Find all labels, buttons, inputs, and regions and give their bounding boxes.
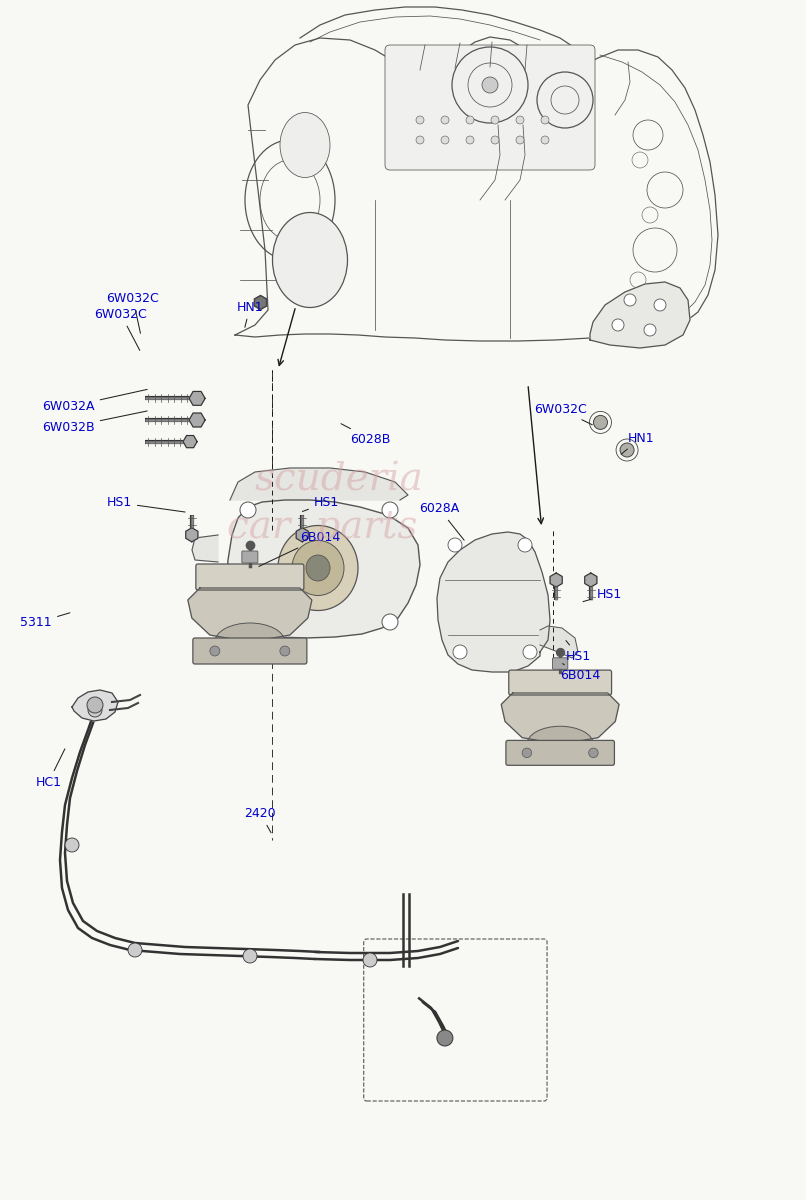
Polygon shape xyxy=(230,468,408,500)
Text: HN1: HN1 xyxy=(236,301,264,328)
Ellipse shape xyxy=(280,113,330,178)
Circle shape xyxy=(541,116,549,124)
Ellipse shape xyxy=(272,212,347,307)
Polygon shape xyxy=(189,391,205,406)
Text: 6W032C: 6W032C xyxy=(106,293,160,334)
Text: HS1: HS1 xyxy=(566,641,592,662)
Circle shape xyxy=(210,646,220,656)
Circle shape xyxy=(620,443,634,457)
Circle shape xyxy=(624,294,636,306)
Circle shape xyxy=(65,838,79,852)
FancyBboxPatch shape xyxy=(385,44,595,170)
Polygon shape xyxy=(584,572,597,587)
Circle shape xyxy=(448,538,462,552)
Text: 6028B: 6028B xyxy=(341,424,391,445)
Circle shape xyxy=(88,703,102,716)
Text: HS1: HS1 xyxy=(302,497,339,511)
Text: 6028A: 6028A xyxy=(419,503,464,540)
Circle shape xyxy=(441,116,449,124)
Polygon shape xyxy=(540,626,578,658)
Circle shape xyxy=(128,943,142,958)
Polygon shape xyxy=(218,500,420,638)
Polygon shape xyxy=(550,572,563,587)
FancyBboxPatch shape xyxy=(196,564,304,590)
Polygon shape xyxy=(183,436,197,448)
Text: car  parts: car parts xyxy=(227,510,418,546)
Circle shape xyxy=(441,136,449,144)
Circle shape xyxy=(516,136,524,144)
Circle shape xyxy=(518,538,532,552)
Text: HN1: HN1 xyxy=(621,432,654,455)
Ellipse shape xyxy=(278,526,358,611)
Polygon shape xyxy=(590,282,690,348)
Circle shape xyxy=(382,614,398,630)
Circle shape xyxy=(87,697,103,713)
Circle shape xyxy=(466,116,474,124)
Circle shape xyxy=(588,748,598,757)
Circle shape xyxy=(541,136,549,144)
Circle shape xyxy=(416,136,424,144)
Text: 6B014: 6B014 xyxy=(259,532,340,566)
Circle shape xyxy=(466,136,474,144)
Ellipse shape xyxy=(215,623,285,661)
Circle shape xyxy=(491,116,499,124)
Polygon shape xyxy=(437,532,550,672)
Polygon shape xyxy=(188,588,312,642)
Circle shape xyxy=(612,319,624,331)
Polygon shape xyxy=(296,528,309,542)
Polygon shape xyxy=(192,535,218,562)
Circle shape xyxy=(243,949,257,962)
Ellipse shape xyxy=(292,540,344,595)
Circle shape xyxy=(654,299,666,311)
Text: 5311: 5311 xyxy=(20,613,70,629)
Polygon shape xyxy=(185,528,198,542)
Circle shape xyxy=(593,415,608,430)
Text: 6W032C: 6W032C xyxy=(94,308,147,350)
Circle shape xyxy=(522,748,532,757)
Circle shape xyxy=(491,136,499,144)
Circle shape xyxy=(437,1030,453,1046)
Circle shape xyxy=(453,646,467,659)
FancyBboxPatch shape xyxy=(193,638,307,664)
Text: HS1: HS1 xyxy=(583,588,622,601)
Text: 6W032B: 6W032B xyxy=(42,410,147,433)
Circle shape xyxy=(416,116,424,124)
Circle shape xyxy=(644,324,656,336)
FancyBboxPatch shape xyxy=(242,551,258,563)
Text: 6B014: 6B014 xyxy=(560,664,600,682)
Ellipse shape xyxy=(527,726,593,762)
Text: HS1: HS1 xyxy=(106,497,185,512)
Polygon shape xyxy=(72,690,118,721)
Ellipse shape xyxy=(306,554,330,581)
FancyBboxPatch shape xyxy=(553,658,567,670)
Circle shape xyxy=(240,502,256,518)
Circle shape xyxy=(523,646,537,659)
Circle shape xyxy=(482,77,498,92)
Circle shape xyxy=(363,953,377,967)
FancyBboxPatch shape xyxy=(506,740,614,766)
Circle shape xyxy=(280,646,290,656)
Polygon shape xyxy=(501,694,619,744)
FancyBboxPatch shape xyxy=(509,670,612,695)
Text: scuderia: scuderia xyxy=(254,462,423,498)
Polygon shape xyxy=(235,37,718,341)
Text: 2420: 2420 xyxy=(244,808,276,833)
Circle shape xyxy=(240,614,256,630)
Text: HC1: HC1 xyxy=(35,749,64,788)
Circle shape xyxy=(516,116,524,124)
Polygon shape xyxy=(189,413,205,427)
Text: 6W032A: 6W032A xyxy=(42,389,147,413)
Text: 6W032C: 6W032C xyxy=(534,403,592,425)
Circle shape xyxy=(382,502,398,518)
